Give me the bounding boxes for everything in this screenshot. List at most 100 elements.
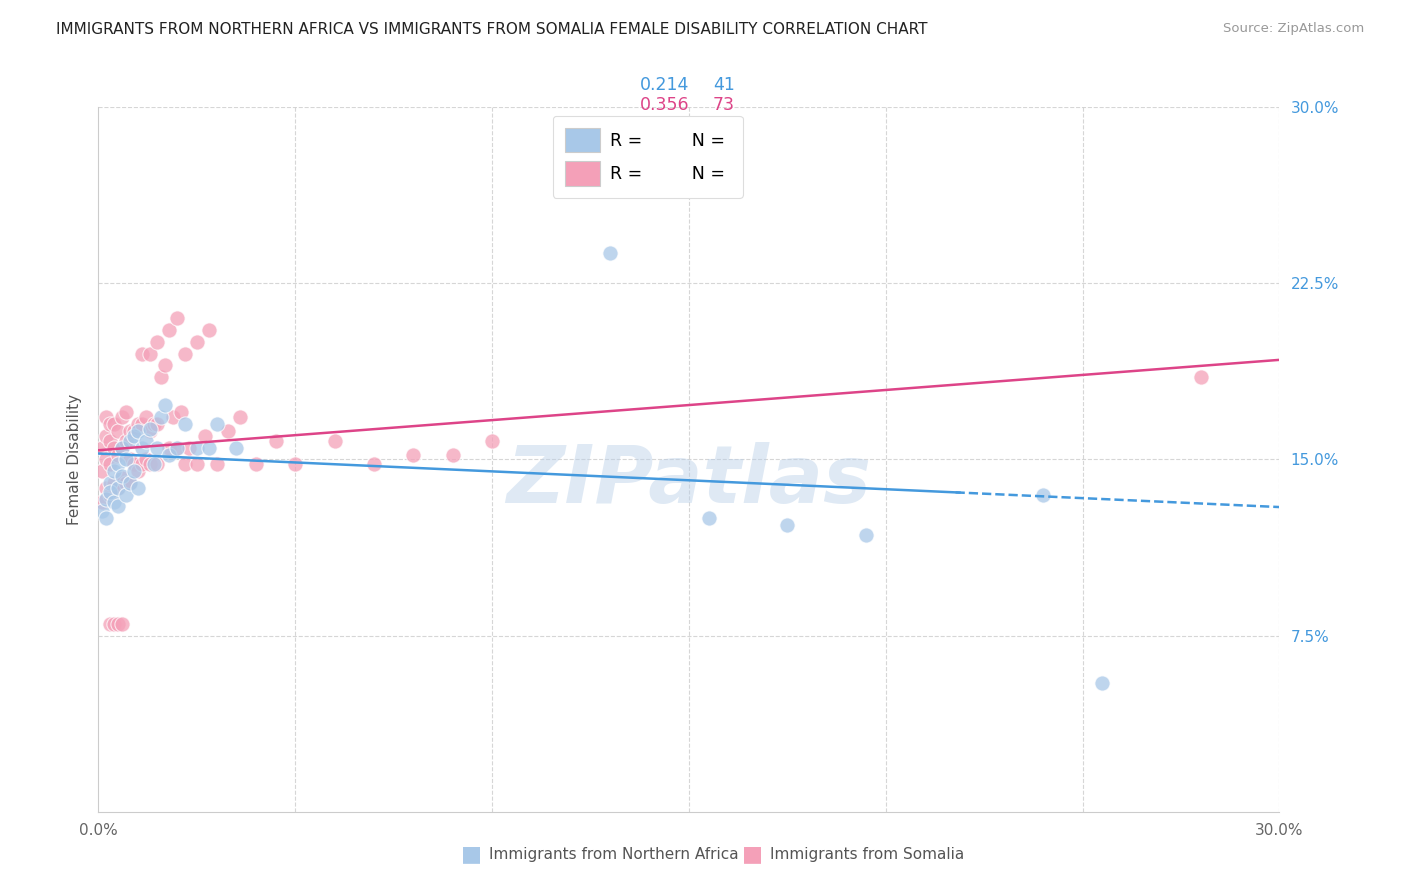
Point [174,417,197,431]
Point [122,429,145,443]
Point [157,448,180,462]
Text: Immigrants from Northern Africa: Immigrants from Northern Africa [489,847,740,862]
Point [776,518,799,533]
Point [1189,370,1212,384]
Point [162,410,184,425]
Point [98,434,121,448]
Point [115,452,138,467]
Point [131,346,153,360]
Point [697,511,720,525]
Point [127,417,149,431]
Point [91,504,114,518]
Point [111,471,134,485]
Point [135,452,157,467]
Point [98,616,121,631]
Point [98,417,121,431]
Point [107,424,129,438]
Point [197,323,219,337]
Point [155,398,177,412]
Point [135,410,157,425]
Point [142,417,165,431]
Point [855,527,877,541]
Point [115,405,138,419]
Point [157,441,180,455]
Point [560,170,582,185]
Point [98,487,121,501]
Point [107,616,129,631]
Point [481,434,503,448]
Point [174,346,197,360]
Point [146,417,169,431]
Point [107,448,129,462]
Point [155,359,177,373]
Text: ZIPatlas: ZIPatlas [506,442,872,519]
Text: Immigrants from Somalia: Immigrants from Somalia [770,847,965,862]
Point [157,323,180,337]
Point [115,434,138,448]
Point [135,434,157,448]
Point [122,464,145,478]
Point [115,475,138,490]
Text: 0.356: 0.356 [640,96,689,114]
Point [96,481,118,495]
Point [118,452,141,467]
Point [103,616,125,631]
Point [98,457,121,471]
Point [150,370,173,384]
Point [284,457,307,471]
Point [118,434,141,448]
Point [103,464,125,478]
Point [127,464,149,478]
Point [127,424,149,438]
Point [96,511,118,525]
Point [146,441,169,455]
Point [138,346,160,360]
Point [186,334,208,349]
Text: Source: ZipAtlas.com: Source: ZipAtlas.com [1223,22,1364,36]
Point [131,441,153,455]
Text: 73: 73 [713,96,735,114]
Point [91,464,114,478]
Point [118,424,141,438]
Text: ■: ■ [742,845,762,864]
Point [150,410,173,425]
Point [177,441,200,455]
Point [205,417,228,431]
Point [138,457,160,471]
Point [229,410,252,425]
Text: 41: 41 [713,76,735,94]
Point [111,616,134,631]
Point [194,429,217,443]
Point [599,245,621,260]
Point [111,441,134,455]
Point [107,457,129,471]
Point [122,424,145,438]
Point [186,441,208,455]
Point [146,457,169,471]
Legend: R =         N = , R =         N = : R = N = , R = N = [553,116,742,198]
Point [363,457,385,471]
Point [138,422,160,436]
Point [107,481,129,495]
Point [111,410,134,425]
Point [103,441,125,455]
Point [170,405,193,419]
Point [1091,675,1114,690]
Point [91,494,114,508]
Point [402,448,425,462]
Text: IMMIGRANTS FROM NORTHERN AFRICA VS IMMIGRANTS FROM SOMALIA FEMALE DISABILITY COR: IMMIGRANTS FROM NORTHERN AFRICA VS IMMIG… [56,22,928,37]
Point [103,494,125,508]
Text: 0.214: 0.214 [640,76,689,94]
Point [138,424,160,438]
Point [118,475,141,490]
Point [225,441,247,455]
Point [127,481,149,495]
Point [441,448,464,462]
Point [96,452,118,467]
Point [131,417,153,431]
Point [1032,487,1054,501]
Point [205,457,228,471]
Point [166,441,188,455]
Point [103,417,125,431]
Point [98,485,121,500]
